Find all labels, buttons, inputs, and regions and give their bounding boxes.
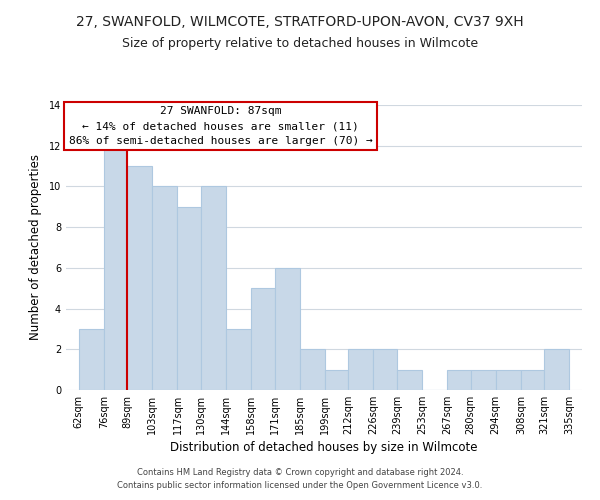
Bar bbox=[496, 370, 521, 390]
Bar bbox=[447, 370, 470, 390]
Bar bbox=[251, 288, 275, 390]
Bar bbox=[275, 268, 300, 390]
Bar bbox=[127, 166, 152, 390]
Bar bbox=[152, 186, 178, 390]
Bar bbox=[325, 370, 348, 390]
Bar bbox=[178, 207, 201, 390]
Bar bbox=[348, 350, 373, 390]
Bar bbox=[79, 329, 104, 390]
X-axis label: Distribution of detached houses by size in Wilmcote: Distribution of detached houses by size … bbox=[170, 441, 478, 454]
Text: Contains HM Land Registry data © Crown copyright and database right 2024.
Contai: Contains HM Land Registry data © Crown c… bbox=[118, 468, 482, 490]
Bar bbox=[521, 370, 544, 390]
Bar bbox=[300, 350, 325, 390]
Bar bbox=[544, 350, 569, 390]
Text: 27, SWANFOLD, WILMCOTE, STRATFORD-UPON-AVON, CV37 9XH: 27, SWANFOLD, WILMCOTE, STRATFORD-UPON-A… bbox=[76, 15, 524, 29]
Bar bbox=[201, 186, 226, 390]
Text: 27 SWANFOLD: 87sqm
← 14% of detached houses are smaller (11)
86% of semi-detache: 27 SWANFOLD: 87sqm ← 14% of detached hou… bbox=[69, 106, 373, 146]
Bar bbox=[470, 370, 496, 390]
Text: Size of property relative to detached houses in Wilmcote: Size of property relative to detached ho… bbox=[122, 38, 478, 51]
Bar bbox=[397, 370, 422, 390]
Bar bbox=[104, 146, 127, 390]
Y-axis label: Number of detached properties: Number of detached properties bbox=[29, 154, 42, 340]
Bar bbox=[373, 350, 397, 390]
Bar bbox=[226, 329, 251, 390]
